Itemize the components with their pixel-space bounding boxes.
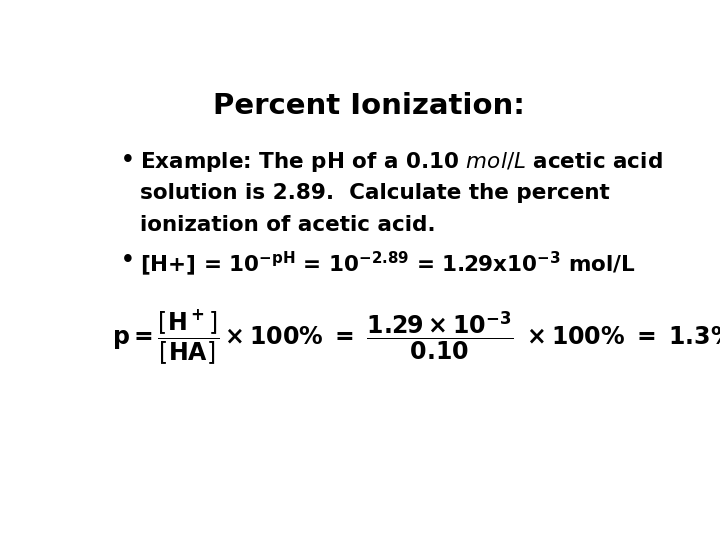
Text: $\mathbf{p = \dfrac{\left[H^+\right]}{\left[HA\right]} \times 100\%}$$\mathbf{\ : $\mathbf{p = \dfrac{\left[H^+\right]}{\l… xyxy=(112,308,720,367)
Text: Percent Ionization:: Percent Ionization: xyxy=(213,92,525,120)
Text: Example: The pH of a 0.10 $\mathit{mol/L}$ acetic acid: Example: The pH of a 0.10 $\mathit{mol/L… xyxy=(140,150,663,174)
Text: [H+] = 10$\mathbf{^{-pH}}$ = 10$\mathbf{^{-2.89}}$ = 1.29x10$\mathbf{^{-3}}$ mol: [H+] = 10$\mathbf{^{-pH}}$ = 10$\mathbf{… xyxy=(140,250,636,279)
Text: •: • xyxy=(121,250,135,270)
Text: •: • xyxy=(121,150,135,170)
Text: ionization of acetic acid.: ionization of acetic acid. xyxy=(140,215,436,235)
Text: solution is 2.89.  Calculate the percent: solution is 2.89. Calculate the percent xyxy=(140,183,610,203)
